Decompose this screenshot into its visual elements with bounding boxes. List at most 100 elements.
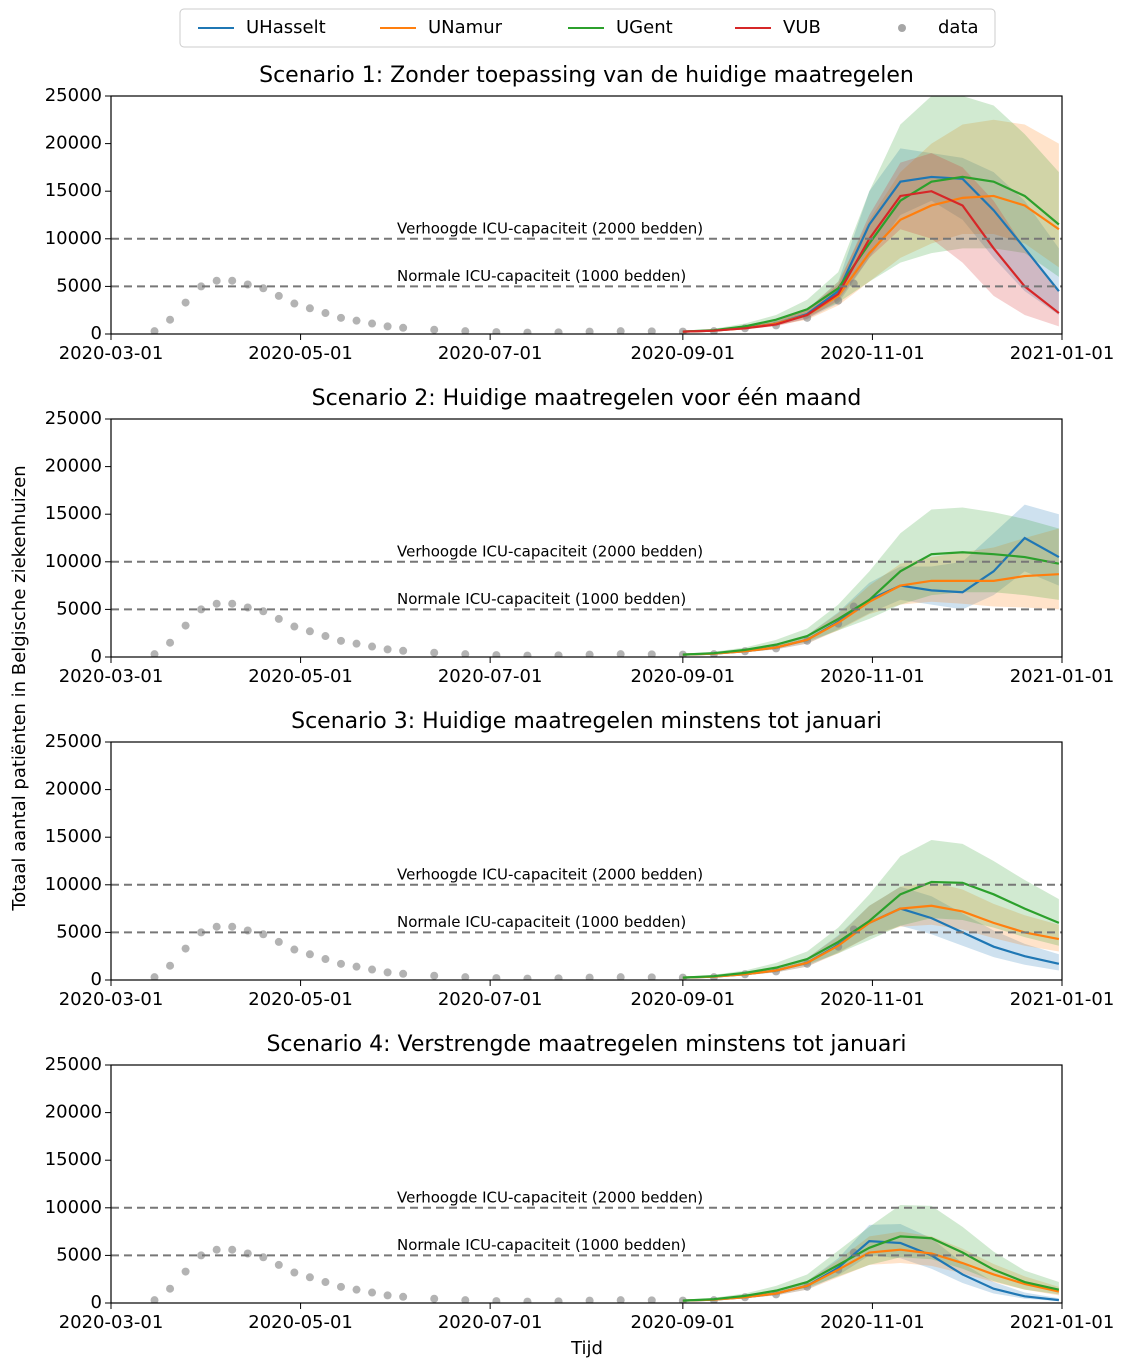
data-point xyxy=(181,621,190,630)
data-point xyxy=(166,1284,175,1293)
x-tick-label: 2020-03-01 xyxy=(59,666,164,687)
data-point xyxy=(399,969,408,978)
series-line xyxy=(682,175,1060,333)
data-point xyxy=(212,599,221,608)
legend-label: data xyxy=(938,17,979,38)
data-point xyxy=(274,614,283,623)
x-tick-label: 2020-07-01 xyxy=(438,989,543,1010)
data-point xyxy=(150,1296,159,1303)
data-point xyxy=(352,639,361,648)
x-tick-label: 2020-11-01 xyxy=(820,343,925,364)
x-tick-label: 2020-07-01 xyxy=(438,1312,543,1333)
y-tick-label: 25000 xyxy=(45,408,102,429)
uncertainty-band xyxy=(682,840,1059,979)
y-tick-label: 10000 xyxy=(45,1197,102,1218)
x-tick-label: 2020-09-01 xyxy=(631,666,736,687)
data-point xyxy=(430,1294,439,1303)
plot-area xyxy=(150,96,1060,334)
x-tick-label: 2020-05-01 xyxy=(248,343,353,364)
data-point xyxy=(166,638,175,647)
data-point xyxy=(523,1297,532,1303)
data-point xyxy=(399,646,408,655)
y-tick-label: 0 xyxy=(91,323,102,344)
data-point xyxy=(197,605,206,614)
data-point xyxy=(228,922,237,931)
data-point xyxy=(305,950,314,959)
data-point xyxy=(212,1245,221,1254)
x-tick-label: 2020-03-01 xyxy=(59,1312,164,1333)
data-point xyxy=(647,973,656,980)
data-point xyxy=(197,928,206,937)
x-tick-label: 2020-09-01 xyxy=(631,989,736,1010)
reference-label: Normale ICU-capaciteit (1000 bedden) xyxy=(397,590,686,608)
data-point xyxy=(321,955,330,964)
y-tick-label: 25000 xyxy=(45,85,102,106)
data-point xyxy=(523,328,532,334)
x-tick-label: 2020-07-01 xyxy=(438,666,543,687)
data-point xyxy=(383,322,392,331)
data-point xyxy=(212,922,221,931)
reference-label: Normale ICU-capaciteit (1000 bedden) xyxy=(397,1236,686,1254)
data-point xyxy=(368,1288,377,1297)
axes-frame xyxy=(110,741,1063,981)
data-point xyxy=(274,937,283,946)
x-tick-label: 2020-11-01 xyxy=(820,666,925,687)
data-point xyxy=(647,1296,656,1303)
y-tick-label: 5000 xyxy=(56,921,102,942)
data-point xyxy=(383,968,392,977)
data-point xyxy=(290,299,299,308)
data-point xyxy=(585,327,594,334)
plot-area xyxy=(150,504,1060,657)
y-tick-label: 10000 xyxy=(45,228,102,249)
data-point xyxy=(368,965,377,974)
uncertainty-band xyxy=(682,507,1059,656)
x-tick-label: 2020-03-01 xyxy=(59,989,164,1010)
data-point xyxy=(212,276,221,285)
x-tick-label: 2021-01-01 xyxy=(1010,343,1115,364)
x-tick-label: 2020-05-01 xyxy=(248,666,353,687)
data-point xyxy=(368,642,377,651)
y-tick-label: 25000 xyxy=(45,731,102,752)
data-point xyxy=(352,1285,361,1294)
uncertainty-band xyxy=(682,1231,1059,1302)
x-tick-label: 2020-09-01 xyxy=(631,343,736,364)
data-point xyxy=(321,632,330,641)
data-point xyxy=(492,651,501,657)
axes-frame xyxy=(110,95,1063,335)
data-point xyxy=(228,599,237,608)
x-tick-label: 2021-01-01 xyxy=(1010,666,1115,687)
x-tick-label: 2020-05-01 xyxy=(248,1312,353,1333)
data-point xyxy=(616,650,625,657)
data-point xyxy=(461,973,470,980)
series-line xyxy=(682,551,1060,656)
data-point xyxy=(554,974,563,980)
data-point xyxy=(383,645,392,654)
data-point xyxy=(554,1297,563,1303)
y-tick-label: 15000 xyxy=(45,503,102,524)
x-axis-label: Tijd xyxy=(570,1338,603,1359)
data-point xyxy=(399,1292,408,1301)
data-point xyxy=(461,650,470,657)
data-point xyxy=(290,1268,299,1277)
data-point xyxy=(430,971,439,980)
data-point xyxy=(461,1296,470,1303)
x-tick-label: 2020-07-01 xyxy=(438,343,543,364)
data-point xyxy=(290,622,299,631)
data-point xyxy=(834,296,843,305)
data-point xyxy=(336,636,345,645)
data-point xyxy=(616,973,625,980)
reference-label: Verhoogde ICU-capaciteit (2000 bedden) xyxy=(397,1188,703,1206)
legend-label: UNamur xyxy=(428,17,503,38)
chart-title: Scenario 2: Huidige maatregelen voor één… xyxy=(312,386,862,411)
uncertainty-band xyxy=(682,119,1059,333)
series-line xyxy=(682,904,1060,979)
y-tick-label: 0 xyxy=(91,646,102,667)
data-point xyxy=(430,648,439,657)
y-tick-label: 5000 xyxy=(56,598,102,619)
y-tick-label: 15000 xyxy=(45,826,102,847)
y-tick-label: 20000 xyxy=(45,779,102,800)
reference-label: Verhoogde ICU-capaciteit (2000 bedden) xyxy=(397,219,703,237)
uncertainty-band xyxy=(682,96,1059,333)
data-point xyxy=(647,650,656,657)
reference-label: Normale ICU-capaciteit (1000 bedden) xyxy=(397,267,686,285)
